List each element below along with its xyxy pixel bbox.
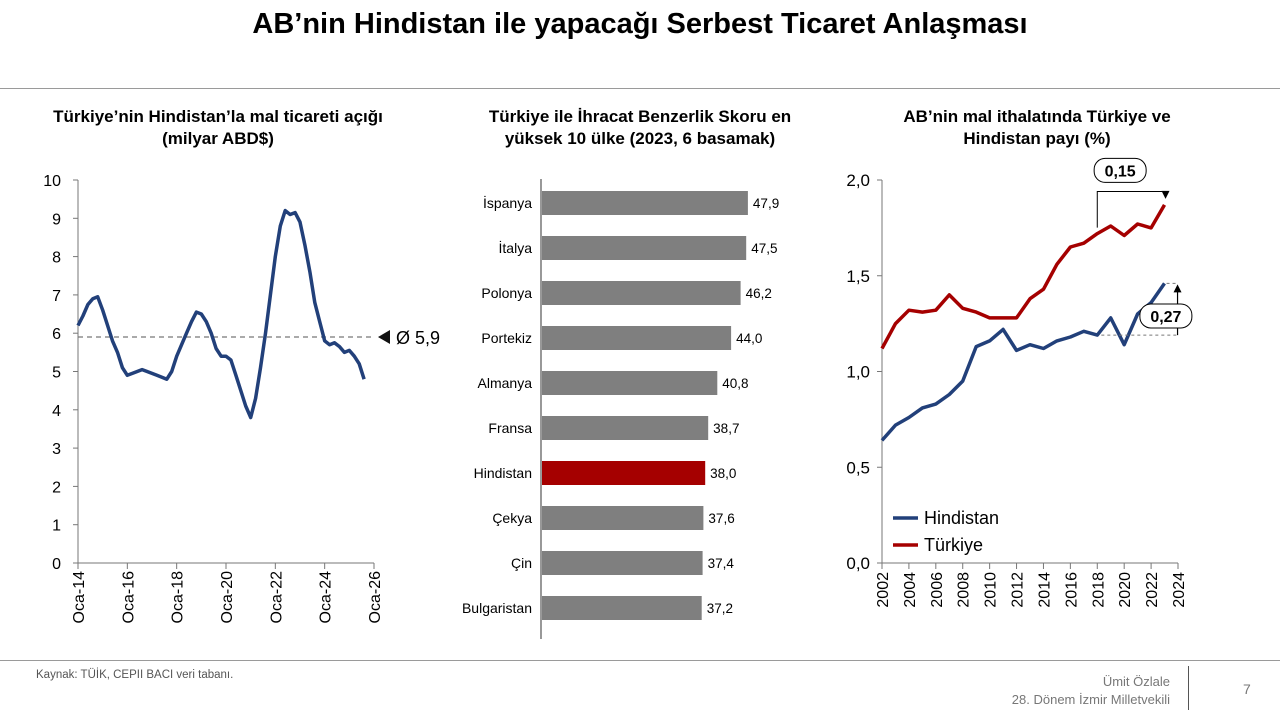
- chart2-value-label: 47,9: [753, 196, 779, 211]
- chart1-y-tick-label: 7: [52, 288, 61, 305]
- chart3-x-tick-label: 2020: [1117, 572, 1134, 608]
- chart3-x-tick-label: 2024: [1171, 572, 1188, 608]
- chart2-bar: [542, 236, 747, 260]
- chart2-category-label: İtalya: [499, 239, 533, 256]
- chart2-category-label: Çekya: [492, 510, 532, 526]
- chart3-x-tick-label: 2018: [1090, 572, 1107, 608]
- chart3-line-trkiye: [880, 204, 1167, 350]
- chart1-y-tick-label: 1: [52, 518, 61, 535]
- chart3-annotation-label-b: 0,27: [1150, 309, 1181, 326]
- chart3-annotation-bracket-a: [1096, 190, 1166, 228]
- chart1-x-tick-label: Oca-24: [318, 571, 335, 624]
- footer-separator: [1188, 666, 1189, 710]
- chart3-x-tick-label: 2022: [1144, 572, 1161, 608]
- chart3-annotation-box-b: [1139, 303, 1193, 329]
- chart2-value-label: 46,2: [746, 286, 772, 301]
- footer-divider: [0, 660, 1280, 661]
- chart2-value-label: 37,4: [708, 556, 735, 571]
- chart2-value-label: 38,7: [713, 421, 739, 436]
- chart3-annotation-label-a: 0,15: [1105, 163, 1136, 180]
- chart2-value-label: 37,2: [707, 601, 733, 616]
- chart2-title-line1: Türkiye ile İhracat Benzerlik Skoru en: [488, 107, 792, 126]
- chart2-title-line2: yüksek 10 ülke (2023, 6 basamak): [504, 129, 776, 148]
- author-name: Ümit Özlale: [1102, 674, 1170, 689]
- chart2-bar: [542, 281, 741, 305]
- chart3-annotation-box-a: [1093, 157, 1147, 183]
- chart2-bar: [542, 551, 703, 575]
- chart2-bar: [542, 461, 706, 485]
- chart3-title-line2: Hindistan payı (%): [963, 129, 1111, 148]
- chart3-y-tick-label: 2,0: [846, 171, 870, 190]
- chart2-value-label: 47,5: [751, 241, 777, 256]
- chart3-y-tick-label: 0,0: [846, 554, 870, 573]
- chart2-bar: [542, 326, 732, 350]
- chart3-x-tick-label: 2002: [875, 572, 892, 608]
- chart1-y-tick-label: 5: [52, 365, 61, 382]
- chart3-annotation-arrowhead-a: [1161, 190, 1170, 199]
- source-note: Kaynak: TÜİK, CEPII BACI veri tabanı.: [36, 669, 234, 681]
- chart3-line-hindistan: [880, 282, 1166, 442]
- chart2-category-label: Fransa: [488, 420, 532, 436]
- chart3-x-tick-label: 2010: [983, 572, 1000, 608]
- chart1-average-marker: [378, 330, 390, 345]
- chart1-y-tick-label: 0: [52, 556, 61, 573]
- chart2-category-label: Bulgaristan: [462, 600, 532, 616]
- chart3-y-tick-label: 0,5: [846, 458, 870, 477]
- chart1-y-tick-label: 3: [52, 441, 61, 458]
- author-block: Ümit Özlale 28. Dönem İzmir Milletvekili: [1012, 673, 1170, 709]
- chart1-x-tick-label: Oca-22: [268, 571, 285, 624]
- chart2-category-label: Almanya: [478, 375, 533, 391]
- chart3-x-tick-label: 2014: [1036, 572, 1053, 608]
- chart1-y-tick-label: 4: [52, 403, 61, 420]
- header-divider: [0, 88, 1280, 89]
- chart3-x-tick-label: 2004: [902, 572, 919, 608]
- chart3-x-tick-label: 2012: [1010, 572, 1027, 608]
- chart1-y-tick-label: 2: [52, 479, 61, 496]
- chart2-category-label: Portekiz: [481, 330, 532, 346]
- chart3-legend-label: Hindistan: [924, 508, 999, 528]
- chart2-category-label: Polonya: [481, 285, 532, 301]
- chart3-annotation-arrowhead-b: [1173, 284, 1182, 293]
- author-role: 28. Dönem İzmir Milletvekili: [1011, 692, 1170, 707]
- chart3-y-tick-label: 1,5: [846, 267, 870, 286]
- chart2-bar: [542, 596, 702, 620]
- chart2-bar: [542, 506, 704, 530]
- chart1-title: Türkiye’nin Hindistan’la mal ticareti aç…: [18, 106, 418, 150]
- page-number: 7: [1243, 681, 1251, 697]
- chart2-category-label: Hindistan: [474, 465, 532, 481]
- page-title: AB’nin Hindistan ile yapacağı Serbest Ti…: [252, 8, 1028, 40]
- chart2-value-label: 40,8: [722, 376, 748, 391]
- chart1-deficit-line: [76, 208, 366, 420]
- chart1-y-tick-label: 9: [52, 211, 61, 228]
- chart3-legend-label: Türkiye: [924, 535, 983, 555]
- chart1-x-tick-label: Oca-20: [219, 571, 236, 624]
- chart1-x-tick-label: Oca-26: [367, 571, 384, 624]
- chart3-x-tick-label: 2016: [1063, 572, 1080, 608]
- chart2-category-label: Çin: [511, 555, 532, 571]
- chart2-category-label: İspanya: [483, 194, 532, 211]
- chart3-y-tick-label: 1,0: [846, 363, 870, 382]
- chart1-title-line2: (milyar ABD$): [162, 129, 274, 148]
- chart2-bar: [542, 191, 748, 215]
- chart1-y-tick-label: 6: [52, 326, 61, 343]
- chart2-bar: [542, 371, 718, 395]
- chart1-x-tick-label: Oca-16: [120, 571, 137, 624]
- chart1-x-tick-label: Oca-14: [71, 571, 88, 624]
- chart3-title: AB’nin mal ithalatında Türkiye ve Hindis…: [842, 106, 1232, 150]
- chart3-title-line1: AB’nin mal ithalatında Türkiye ve: [903, 107, 1171, 126]
- chart2-title: Türkiye ile İhracat Benzerlik Skoru en y…: [440, 106, 840, 150]
- chart1-y-tick-label: 8: [52, 250, 61, 267]
- chart2-value-label: 38,0: [710, 466, 736, 481]
- chart3-x-tick-label: 2008: [956, 572, 973, 608]
- chart2-value-label: 37,6: [708, 511, 734, 526]
- chart1-title-line1: Türkiye’nin Hindistan’la mal ticareti aç…: [53, 107, 383, 126]
- chart3-x-tick-label: 2006: [929, 572, 946, 608]
- chart2-value-label: 44,0: [736, 331, 762, 346]
- chart2-bar: [542, 416, 709, 440]
- chart1-x-tick-label: Oca-18: [170, 571, 187, 624]
- chart1-y-tick-label: 10: [43, 173, 61, 190]
- chart1-average-label: Ø 5,9: [396, 328, 440, 348]
